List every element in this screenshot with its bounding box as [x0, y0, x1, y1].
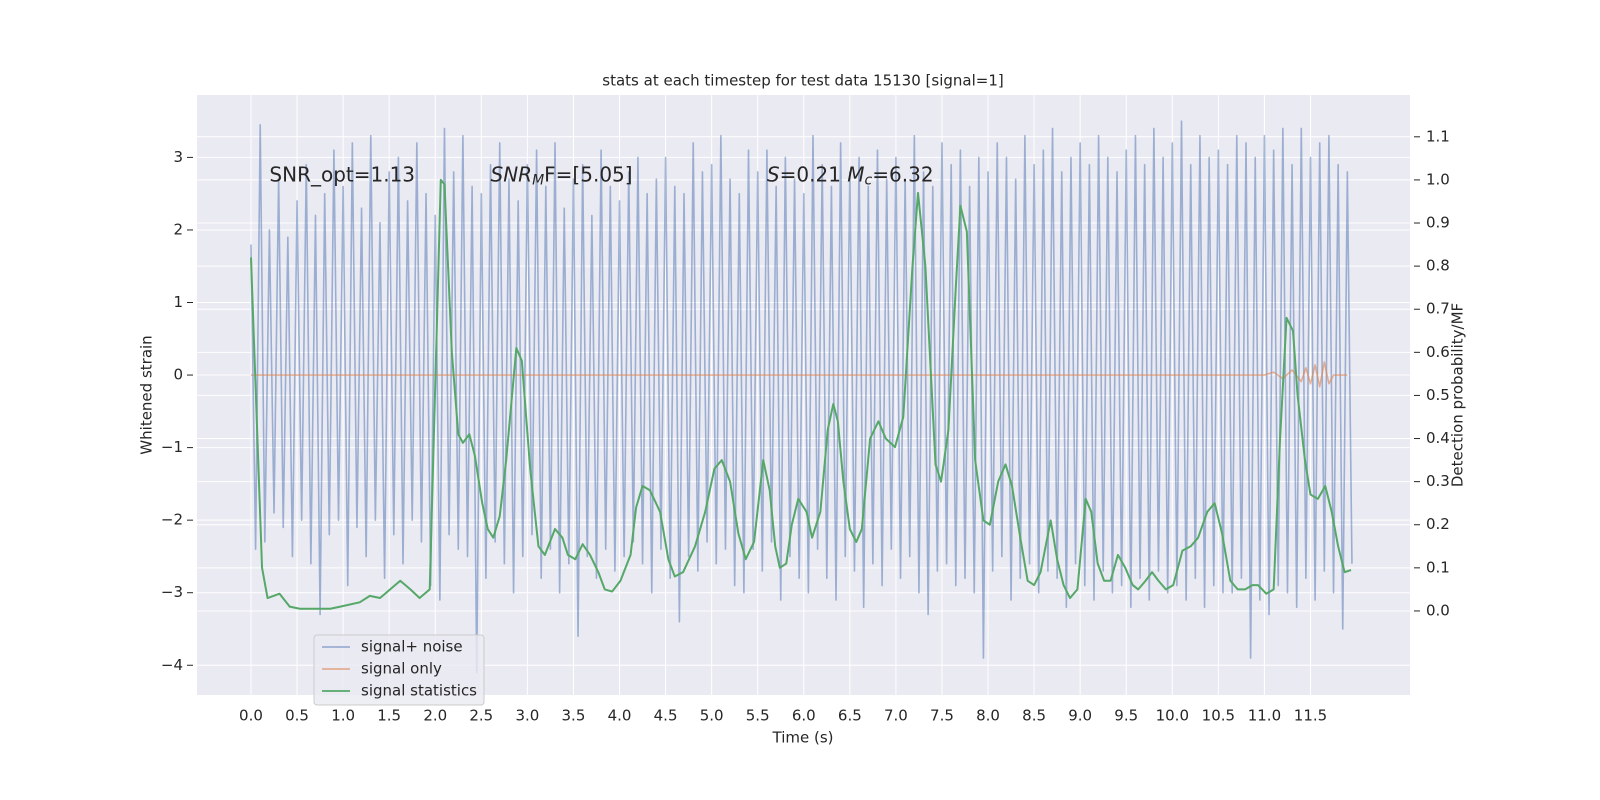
annotation-part: =6.32: [872, 162, 933, 186]
y-tick-label: 3: [173, 148, 183, 166]
annotation-part: M: [532, 173, 544, 189]
y2-tick-label: 0.1: [1426, 558, 1450, 576]
annotation: S=0.21 Mc=6.32: [767, 162, 934, 189]
y2-axis-label: Detection probability/MF: [1449, 303, 1467, 487]
annotation-part: =0.21: [780, 162, 848, 186]
y-tick-label: −2: [161, 511, 183, 529]
annotation-part: SNR: [491, 162, 533, 186]
annotation-part: M: [847, 162, 864, 186]
legend-label: signal statistics: [361, 682, 477, 700]
annotation-part: S: [767, 162, 780, 186]
y2-tick-label: 0.3: [1426, 472, 1450, 490]
x-tick-label: 9.0: [1068, 707, 1092, 725]
annotation-part: SNR_opt=1.13: [269, 162, 415, 186]
y-tick-label: 2: [173, 220, 183, 238]
y-tick-label: −3: [161, 583, 183, 601]
annotation: SNR_opt=1.13: [269, 162, 415, 186]
x-tick-label: 3.0: [515, 707, 539, 725]
y2-tick-label: 0.8: [1426, 257, 1450, 275]
labels: 0.0 0.5 1.0 1.5 2.0 2.5 3.0 3.5 4.0 4.5 5.0 5.5 6.0 6…: [161, 127, 1450, 724]
x-tick-label: 11.0: [1248, 707, 1281, 725]
y2-tick-label: 0.5: [1426, 386, 1450, 404]
x-tick-label: 9.5: [1114, 707, 1138, 725]
marks: [249, 120, 1353, 674]
y2-tick-label: 0.0: [1426, 601, 1450, 619]
y-tick-label: 1: [173, 293, 183, 311]
y-tick-label: 0: [173, 366, 183, 384]
y2-tick-label: 0.6: [1426, 343, 1450, 361]
y-tick-label: −1: [161, 438, 183, 456]
y2-tick-label: 0.4: [1426, 429, 1450, 447]
y2-tick-label: 0.9: [1426, 214, 1450, 232]
x-tick-label: 11.5: [1294, 707, 1327, 725]
x-tick-label: 10.5: [1202, 707, 1235, 725]
y2-tick-label: 1.1: [1426, 127, 1450, 145]
x-tick-label: 4.0: [608, 707, 632, 725]
x-tick-label: 5.5: [746, 707, 770, 725]
y-tick-label: −4: [161, 656, 183, 674]
y2-tick-label: 0.2: [1426, 515, 1450, 533]
x-tick-label: 7.0: [884, 707, 908, 725]
x-tick-label: 0.0: [239, 707, 263, 725]
series-line: [250, 361, 1348, 388]
legend: signal+ noise signal only signal statistic…: [313, 634, 485, 706]
series-line: [250, 120, 1353, 674]
y2-tick-label: 1.0: [1426, 170, 1450, 188]
x-tick-label: 4.5: [654, 707, 678, 725]
chart-title: stats at each timestep for test data 151…: [602, 72, 1003, 90]
x-tick-label: 8.0: [976, 707, 1000, 725]
x-tick-label: 6.5: [838, 707, 862, 725]
annotation: SNRMF=[5.05]: [491, 162, 633, 189]
y2-tick-label: 0.7: [1426, 300, 1450, 318]
x-tick-label: 1.5: [377, 707, 401, 725]
x-axis-label: Time (s): [772, 729, 834, 747]
x-tick-label: 2.5: [469, 707, 493, 725]
x-tick-label: 6.0: [792, 707, 816, 725]
x-tick-label: 0.5: [285, 707, 309, 725]
x-tick-label: 7.5: [930, 707, 954, 725]
x-tick-label: 1.0: [331, 707, 355, 725]
legend-box: [313, 634, 485, 706]
legend-label: signal only: [361, 660, 442, 678]
x-tick-label: 3.5: [562, 707, 586, 725]
legend-label: signal+ noise: [361, 638, 463, 656]
x-tick-label: 10.0: [1156, 707, 1189, 725]
x-tick-label: 2.0: [423, 707, 447, 725]
annotation-part: F=[5.05]: [544, 162, 632, 186]
annotation-part: c: [865, 173, 873, 189]
x-tick-label: 5.0: [700, 707, 724, 725]
x-tick-label: 8.5: [1022, 707, 1046, 725]
series-line: [249, 178, 1352, 610]
y-axis-label: Whitened strain: [138, 335, 156, 454]
